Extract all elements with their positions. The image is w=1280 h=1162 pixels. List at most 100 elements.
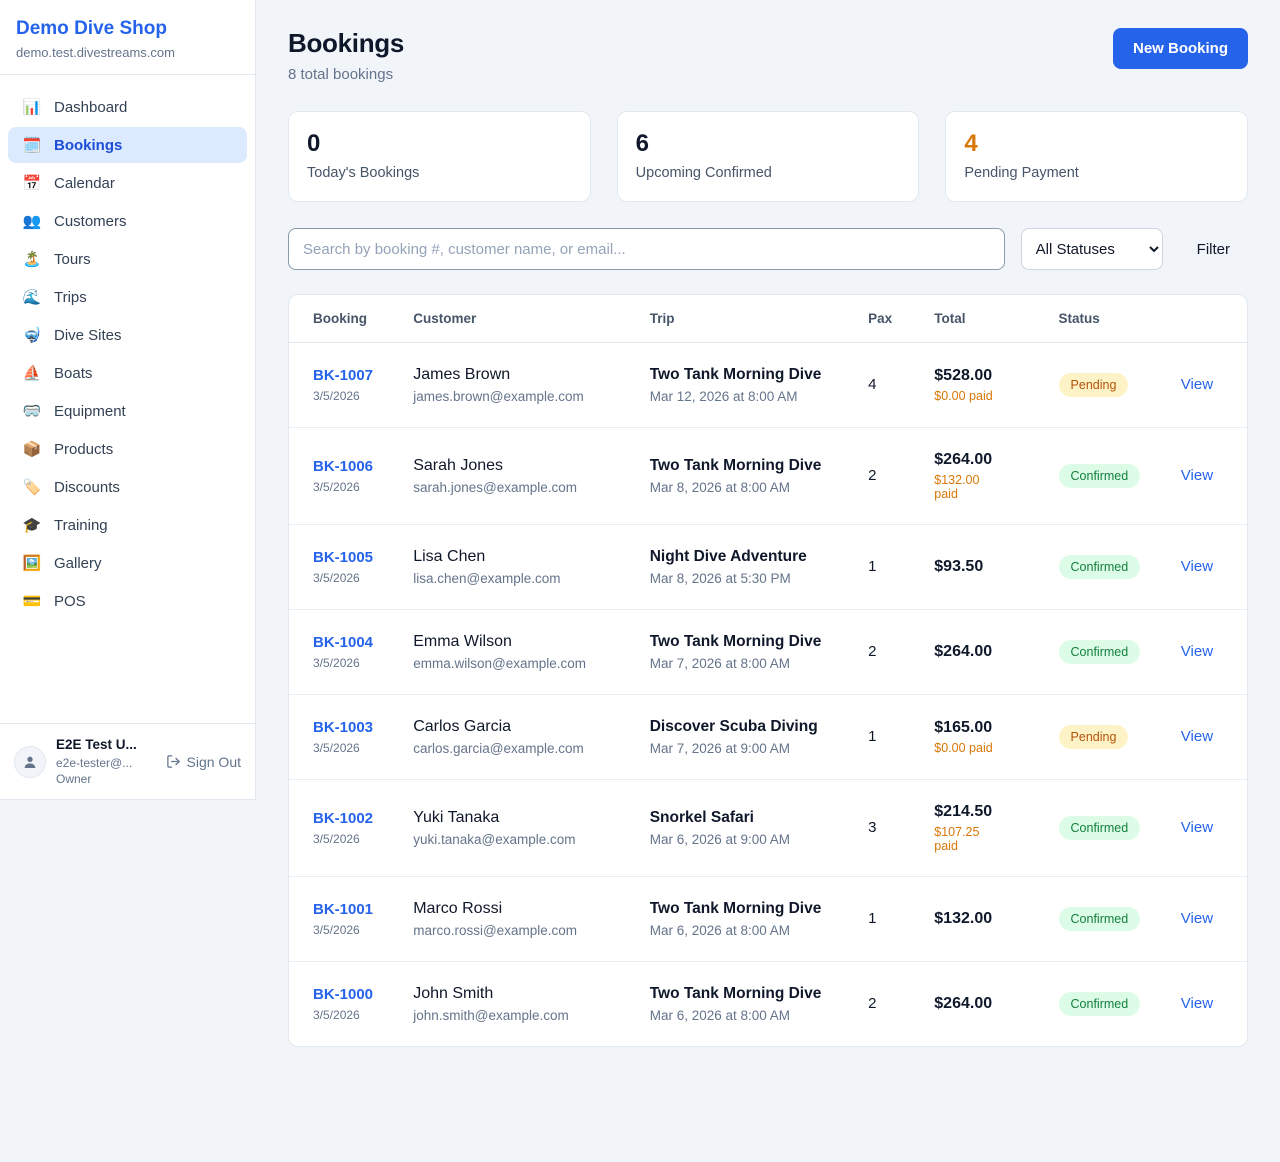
sidebar-item[interactable]: 👥 Customers: [8, 203, 247, 239]
paid-amount: $0.00 paid: [934, 741, 993, 755]
stat-label: Pending Payment: [964, 165, 1079, 181]
view-link[interactable]: View: [1180, 467, 1214, 484]
sidebar-item[interactable]: 🎓 Training: [8, 507, 247, 543]
booking-date: 3/5/2026: [313, 389, 360, 403]
pax-cell: 4: [856, 342, 923, 428]
pax-value: 2: [868, 995, 877, 1012]
table-row: BK-1007 3/5/2026 James Brown james.brown…: [289, 342, 1247, 428]
view-link[interactable]: View: [1180, 728, 1214, 745]
stat-card: 0 Today's Bookings: [288, 111, 591, 202]
trip-cell: Discover Scuba Diving Mar 7, 2026 at 9:0…: [637, 694, 857, 780]
booking-id-link[interactable]: BK-1005: [313, 549, 374, 566]
trip-time: Mar 6, 2026 at 9:00 AM: [649, 832, 791, 847]
view-link[interactable]: View: [1180, 643, 1214, 660]
booking-id-link[interactable]: BK-1002: [313, 810, 374, 827]
stat-label: Upcoming Confirmed: [635, 165, 772, 181]
sign-out-button[interactable]: Sign Out: [166, 754, 241, 770]
total-cell: $165.00 $0.00 paid: [922, 694, 1047, 780]
sidebar-item[interactable]: 🥽 Equipment: [8, 393, 247, 429]
header-total: Total: [922, 295, 1047, 343]
customer-name: John Smith: [413, 985, 494, 1002]
view-cell: View: [1168, 694, 1247, 780]
total-amount: $214.50: [934, 803, 993, 820]
customer-name: Sarah Jones: [413, 457, 504, 474]
new-booking-button[interactable]: New Booking: [1112, 28, 1248, 69]
booking-date: 3/5/2026: [313, 923, 360, 937]
table-header-row: Booking Customer Trip Pax Total Status: [289, 295, 1247, 343]
sidebar-item[interactable]: 📅 Calendar: [8, 165, 247, 201]
booking-id-link[interactable]: BK-1001: [313, 901, 374, 918]
sidebar-item-label: Dive Sites: [54, 326, 122, 344]
status-badge: Pending: [1058, 373, 1129, 397]
sidebar-item-label: Bookings: [54, 136, 123, 154]
view-link[interactable]: View: [1180, 558, 1214, 575]
booking-cell: BK-1003 3/5/2026: [289, 694, 402, 780]
booking-id-link[interactable]: BK-1003: [313, 719, 374, 736]
status-badge: Pending: [1058, 725, 1129, 749]
view-cell: View: [1168, 427, 1247, 525]
booking-date: 3/5/2026: [313, 741, 360, 755]
trip-name: Two Tank Morning Dive: [649, 457, 822, 474]
sidebar-item[interactable]: 💳 POS: [8, 583, 247, 619]
trip-name: Two Tank Morning Dive: [649, 633, 822, 650]
total-amount: $264.00: [934, 995, 993, 1012]
customer-email: sarah.jones@example.com: [413, 480, 577, 495]
search-input[interactable]: [288, 228, 1005, 270]
filter-button[interactable]: Filter: [1179, 241, 1248, 258]
sidebar-item-label: Discounts: [54, 478, 120, 496]
sidebar-item-label: Trips: [54, 288, 87, 306]
sidebar-item[interactable]: 🏝️ Tours: [8, 241, 247, 277]
sidebar-item-label: POS: [54, 592, 86, 610]
pax-value: 1: [868, 558, 877, 575]
booking-id-link[interactable]: BK-1007: [313, 367, 374, 384]
sidebar-item[interactable]: 🌊 Trips: [8, 279, 247, 315]
user-icon: [24, 756, 36, 768]
page-header: Bookings 8 total bookings New Booking: [288, 28, 1248, 83]
booking-id-link[interactable]: BK-1004: [313, 634, 374, 651]
view-link[interactable]: View: [1180, 995, 1214, 1012]
brand: Demo Dive Shop demo.test.divestreams.com: [0, 0, 255, 75]
trip-cell: Two Tank Morning Dive Mar 8, 2026 at 8:0…: [637, 427, 857, 525]
page-title: Bookings: [288, 28, 405, 58]
avatar: [14, 745, 46, 778]
view-cell: View: [1168, 609, 1247, 695]
status-cell: Confirmed: [1046, 779, 1169, 877]
customer-cell: John Smith john.smith@example.com: [401, 962, 637, 1047]
status-cell: Confirmed: [1047, 962, 1169, 1047]
sidebar-item[interactable]: 📦 Products: [8, 431, 247, 467]
trip-cell: Snorkel Safari Mar 6, 2026 at 9:00 AM: [637, 779, 857, 877]
sidebar-item[interactable]: ⛵ Boats: [8, 355, 247, 391]
view-link[interactable]: View: [1180, 910, 1214, 927]
booking-id-link[interactable]: BK-1006: [313, 458, 374, 475]
view-link[interactable]: View: [1180, 819, 1214, 836]
trip-time: Mar 12, 2026 at 8:00 AM: [649, 389, 798, 404]
status-select[interactable]: All Statuses: [1020, 228, 1163, 270]
sidebar-item-label: Products: [54, 440, 114, 458]
sidebar-item-icon: 🏝️: [22, 251, 42, 268]
booking-id-link[interactable]: BK-1000: [313, 986, 374, 1003]
stats-row: 0 Today's Bookings 6 Upcoming Confirmed …: [288, 111, 1249, 202]
filter-row: All Statuses Filter: [288, 228, 1248, 270]
view-link[interactable]: View: [1180, 376, 1214, 393]
sidebar: Demo Dive Shop demo.test.divestreams.com…: [0, 0, 256, 800]
total-cell: $132.00: [922, 876, 1047, 962]
status-badge: Confirmed: [1058, 464, 1141, 488]
sidebar-item[interactable]: 🤿 Dive Sites: [8, 317, 247, 353]
table-row: BK-1001 3/5/2026 Marco Rossi marco.rossi…: [289, 876, 1247, 962]
sidebar-item[interactable]: 🗓️ Bookings: [8, 127, 247, 163]
sidebar-item[interactable]: 🖼️ Gallery: [8, 545, 247, 581]
trip-time: Mar 7, 2026 at 8:00 AM: [649, 656, 791, 671]
sign-out-label: Sign Out: [186, 753, 241, 770]
sidebar-item[interactable]: 🏷️ Discounts: [8, 469, 247, 505]
sidebar-item[interactable]: 📊 Dashboard: [8, 89, 247, 125]
trip-time: Mar 8, 2026 at 5:30 PM: [649, 571, 791, 586]
status-badge: Confirmed: [1058, 816, 1141, 840]
customer-email: marco.rossi@example.com: [413, 923, 577, 938]
booking-cell: BK-1004 3/5/2026: [289, 609, 402, 695]
status-badge: Confirmed: [1058, 640, 1141, 664]
stat-value: 6: [635, 130, 650, 157]
customer-name: Emma Wilson: [413, 633, 512, 650]
pax-cell: 1: [856, 876, 923, 962]
status-cell: Confirmed: [1046, 427, 1169, 525]
stat-value: 4: [964, 130, 978, 157]
